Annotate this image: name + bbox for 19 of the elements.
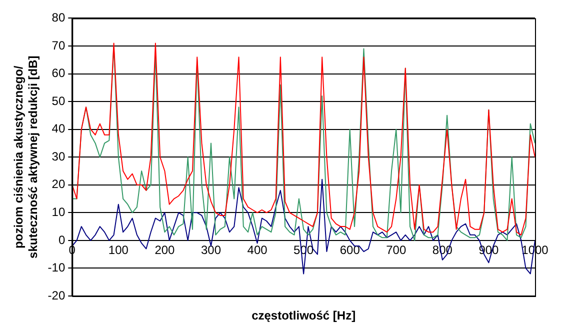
y-tick-label: 20 (52, 177, 66, 192)
y-tick-label: 30 (52, 149, 66, 164)
y-tick-label: 70 (52, 38, 66, 52)
x-tick-label: 100 (108, 242, 129, 257)
y-axis-title: poziom ciśnienia akustycznego/ skuteczność aktywnej redukcji [dB] (12, 56, 40, 258)
x-axis-title: częstotliwość [Hz] (252, 308, 356, 322)
y-tick-label: -20 (48, 288, 66, 302)
x-tick-label: 700 (386, 242, 406, 257)
x-tick-label: 300 (200, 242, 222, 257)
y-tick-label: 80 (52, 10, 66, 25)
y-tick-label: 60 (52, 66, 66, 80)
y-tick-label: -10 (48, 260, 66, 275)
x-tick-label: 400 (247, 242, 268, 257)
x-tick-label: 600 (340, 242, 360, 257)
y-tick-label: 40 (52, 122, 66, 136)
y-tick-label: 0 (58, 232, 66, 247)
y-tick-label: 50 (52, 94, 66, 108)
x-tick-label: 200 (154, 242, 176, 257)
y-tick-label: 10 (52, 204, 66, 219)
